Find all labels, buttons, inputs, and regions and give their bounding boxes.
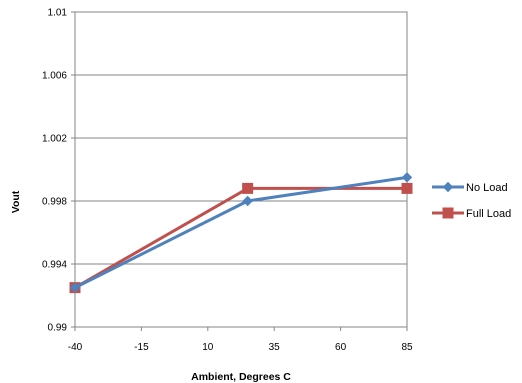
y-tick-label: 1.01 [48, 8, 68, 19]
plot-area-frame [74, 11, 408, 328]
y-axis-title: Vout [10, 190, 22, 213]
legend-item: No Load [432, 181, 508, 194]
data-point [242, 182, 254, 194]
x-tick-label: 35 [269, 342, 281, 353]
y-tick-label: 0.99 [48, 323, 68, 334]
x-tick-label: -15 [134, 342, 149, 353]
legend-label: Full Load [466, 208, 511, 220]
x-tick-label: -40 [68, 342, 83, 353]
y-tick-label: 1.006 [42, 71, 67, 82]
x-axis-title: Ambient, Degrees C [191, 371, 291, 383]
x-tick-label: 60 [335, 342, 347, 353]
legend-marker [442, 207, 454, 219]
series-layer [69, 172, 413, 294]
y-tick-label: 1.002 [42, 134, 67, 145]
y-tick-label: 0.994 [42, 260, 67, 271]
x-axis-ticks: -40 -15 10 35 60 85 [68, 327, 413, 353]
series-no-load [69, 172, 413, 293]
data-point [69, 282, 81, 293]
legend: No Load Full Load [432, 181, 511, 220]
legend-item: Full Load [432, 207, 511, 220]
y-tick-label: 0.998 [42, 197, 67, 208]
x-tick-label: 10 [202, 342, 214, 353]
y-axis-ticks: 0.99 0.994 0.998 1.002 1.006 1.01 [42, 8, 75, 334]
data-point [242, 195, 253, 207]
legend-marker [442, 181, 454, 193]
legend-label: No Load [466, 182, 508, 194]
data-point [401, 182, 413, 194]
data-point [401, 172, 413, 183]
x-tick-label: 85 [401, 342, 413, 353]
